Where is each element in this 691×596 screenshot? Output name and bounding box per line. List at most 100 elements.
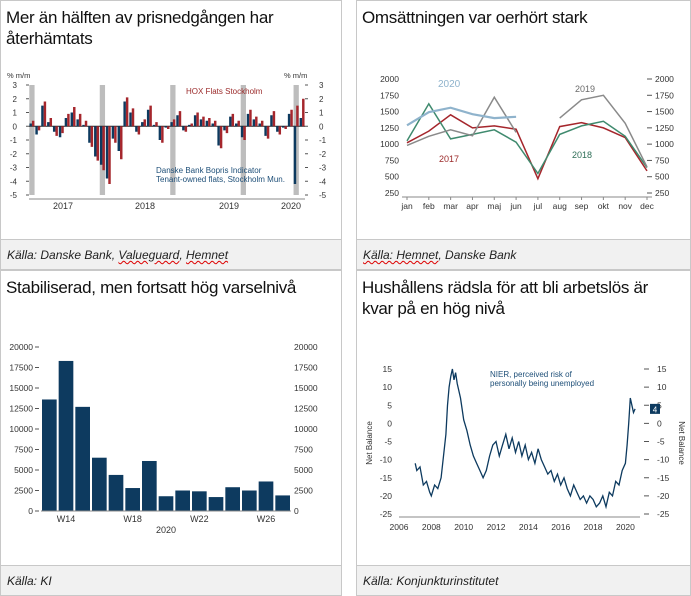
bar-bopris (141, 122, 144, 127)
y-tick-label-right: 1 (319, 109, 324, 118)
last-value-label: 4 (653, 405, 658, 414)
y-tick-label-right: 10 (657, 382, 667, 392)
bar-week (158, 496, 174, 511)
bar-hox (172, 119, 176, 127)
series-line-2019 (406, 94, 648, 168)
series-label-sub: personally being unemployed (490, 379, 594, 388)
bar-bopris (76, 119, 79, 127)
bar-bopris (199, 119, 203, 127)
x-tick-label: 2008 (422, 522, 441, 532)
y-tick-label-left: 15000 (9, 383, 33, 393)
y-tick-label-left: -15 (380, 473, 393, 483)
last-value-marker (650, 403, 660, 414)
bar-hox (208, 118, 211, 127)
bar-hox (149, 105, 152, 127)
panel-source: Källa: Hemnet, Danske Bank (357, 239, 690, 269)
bar-hox (61, 126, 64, 134)
bar-bopris (64, 118, 68, 127)
bar-bopris (123, 101, 126, 127)
bar-hox (290, 109, 293, 127)
source-text-2: , (179, 248, 187, 262)
y-tick-label-right: 20000 (294, 342, 318, 352)
x-tick-label: W26 (257, 514, 276, 524)
panel-title: Hushållens rädsla för att bli arbetslös … (362, 278, 648, 318)
x-tick-label: feb (423, 201, 435, 211)
bar-hox (108, 126, 111, 184)
bar-hox (37, 126, 41, 131)
y-tick-label-right: 2000 (655, 74, 674, 84)
y-tick-label-right: -3 (319, 164, 327, 173)
bar-week (242, 490, 257, 511)
bar-hox (120, 126, 123, 160)
y-tick-label-right: 250 (655, 188, 669, 198)
bar-bopris (229, 116, 232, 127)
bar-week (125, 488, 140, 511)
y-tick-label-left: 10000 (9, 424, 33, 434)
y-tick-label-right: 5000 (294, 465, 313, 475)
x-tick-label: maj (487, 201, 501, 211)
y-tick-label-right: 1750 (655, 90, 674, 100)
bar-bopris (205, 120, 209, 127)
bar-hox (237, 120, 240, 127)
x-tick-label: 2020 (616, 522, 635, 532)
bar-bopris (240, 126, 244, 138)
chart-house-prices: -5 -5-4 -4-3 -3-2 -2-1 -10 01 12 23 3% m/m% m/m20… (7, 71, 327, 211)
y-tick-label-right: 1250 (655, 123, 674, 133)
bar-hox (196, 112, 199, 127)
y-axis-label-right: % m/m (284, 71, 307, 80)
bar-hox (49, 118, 53, 127)
bar-bopris (94, 126, 97, 157)
bar-bopris (176, 115, 179, 127)
y-tick-label-left: -1 (10, 136, 18, 145)
bar-hox (102, 126, 105, 171)
bar-bopris (35, 126, 38, 135)
y-tick-label-right: -1 (319, 136, 327, 145)
y-tick-label-right: 2 (319, 95, 324, 104)
bar-bopris (193, 115, 197, 127)
bar-week (142, 460, 157, 511)
panel-source: Källa: KI (1, 565, 341, 595)
y-tick-label-left: 2000 (380, 74, 399, 84)
y-tick-label-left: 15 (383, 364, 393, 374)
bar-bopris (223, 126, 226, 131)
bar-bopris (164, 126, 167, 128)
bar-bopris (47, 122, 50, 127)
bar-hox (131, 108, 135, 127)
x-tick-label: 2014 (519, 522, 538, 532)
bar-hox (296, 105, 299, 127)
y-tick-label-left: 750 (385, 155, 399, 165)
panel-title: Omsättningen var oerhört stark (362, 8, 588, 27)
y-tick-label-right: -5 (657, 437, 665, 447)
x-tick-label: apr (466, 201, 478, 211)
bar-hox (96, 126, 99, 161)
y-tick-label-left: -2 (10, 150, 18, 159)
y-tick-label-left: 20000 (9, 342, 33, 352)
y-tick-label-left: -20 (380, 491, 393, 501)
bar-hox (249, 109, 252, 127)
panel-source: Källa: Danske Bank, Valueguard, Hemnet (1, 239, 341, 269)
x-tick-label: okt (598, 201, 610, 211)
y-tick-label-left: 17500 (9, 363, 33, 373)
x-tick-label: jun (509, 201, 522, 211)
bar-bopris (276, 126, 279, 132)
bar-bopris (117, 126, 121, 151)
y-tick-label-right: 1000 (655, 139, 674, 149)
bar-bopris (270, 115, 273, 127)
bar-bopris (111, 126, 115, 139)
year-band (293, 85, 299, 195)
bar-week (108, 474, 124, 511)
source-link-hemnet: Källa: Hemnet (363, 248, 439, 262)
y-tick-label-left: 2 (13, 95, 18, 104)
y-tick-label-right: -5 (319, 191, 327, 200)
bar-week (192, 491, 207, 511)
chart-unemployment-fear: -25-25-20-20-15-15-10-10-5-5005510101515… (365, 364, 686, 532)
legend-hox: HOX Flats Stockholm (186, 87, 263, 96)
y-tick-label-right: 15 (657, 364, 667, 374)
chart-layoffs: 0 0 2500 2500 5000 5000 7500 7500 10000 10000 1250… (9, 342, 318, 535)
x-tick-label: 2012 (487, 522, 506, 532)
x-tick-label: 2010 (454, 522, 473, 532)
y-tick-label-left: 1750 (380, 90, 399, 100)
y-tick-label-left: 5 (387, 400, 392, 410)
bar-week (42, 399, 57, 511)
bar-hox (184, 126, 188, 132)
